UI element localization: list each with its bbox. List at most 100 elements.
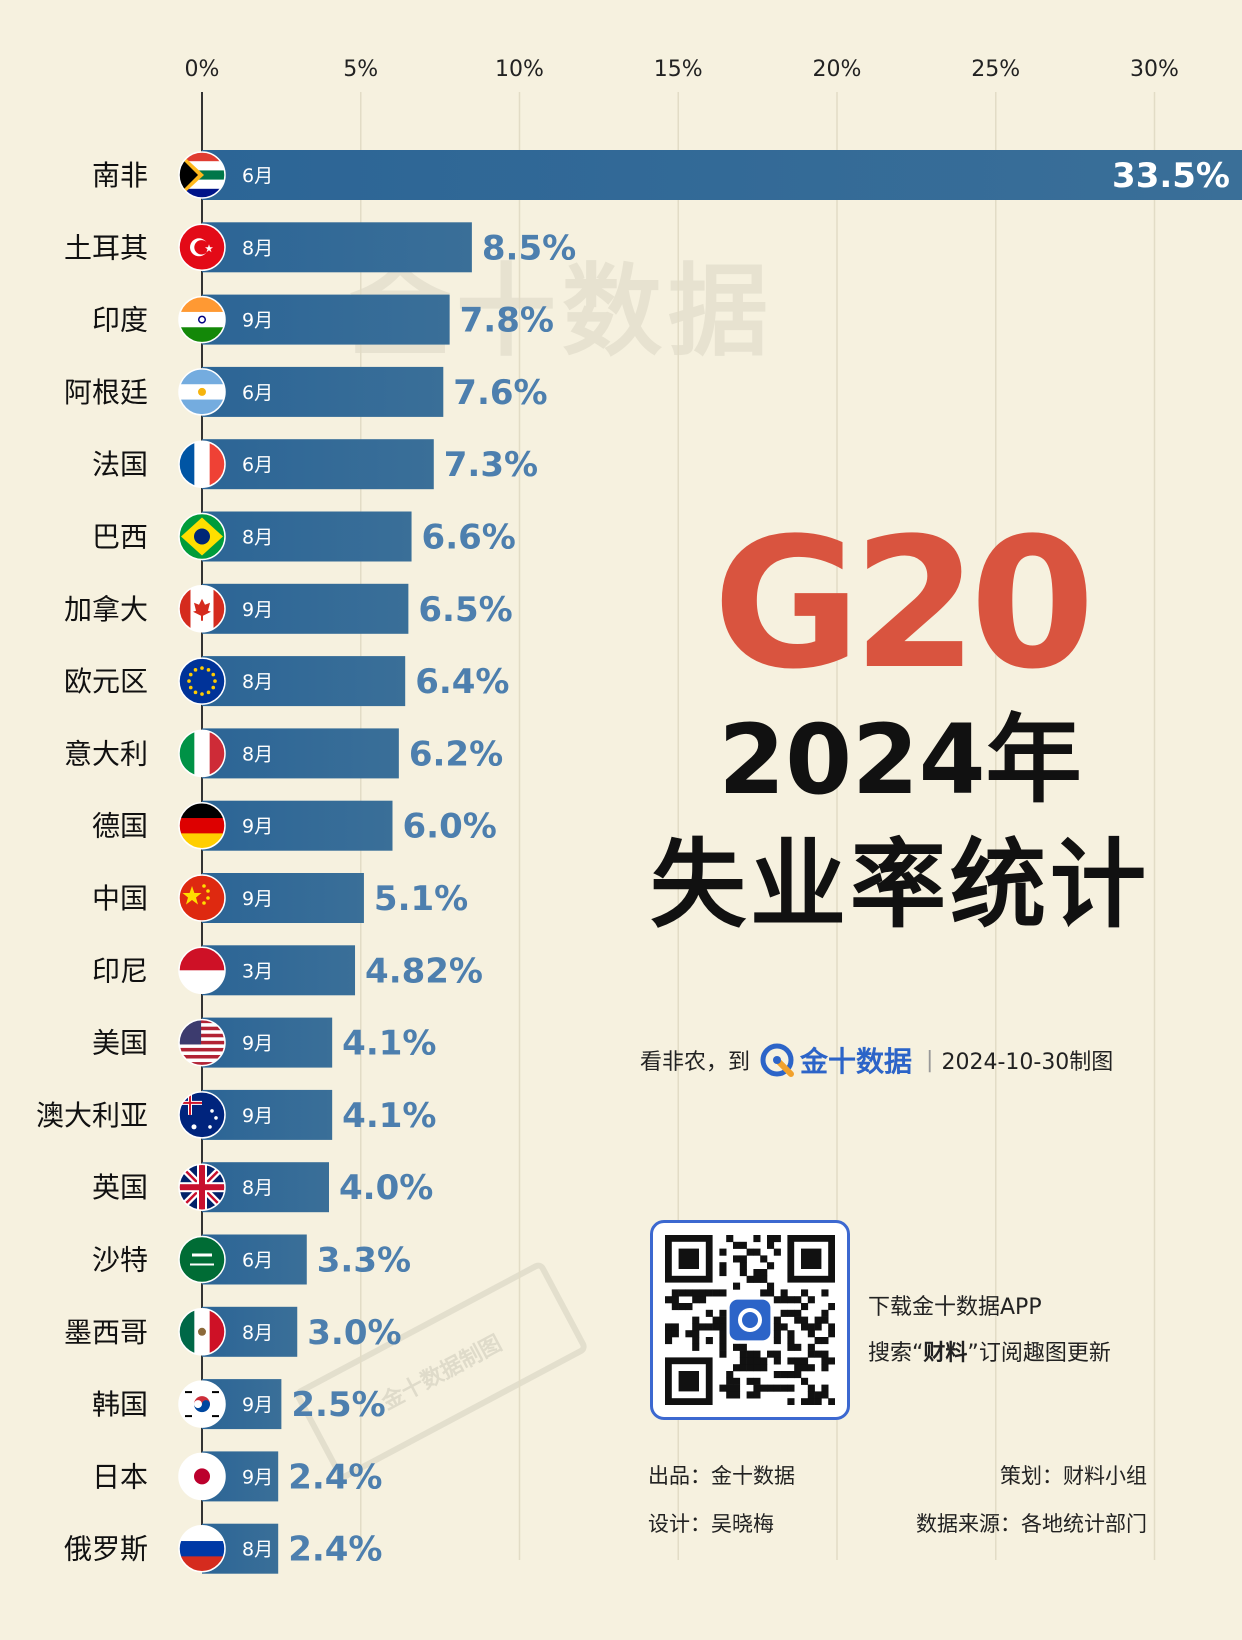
uk-flag-icon — [179, 1164, 225, 1211]
download-keyword: 财料 — [923, 1341, 968, 1366]
japan-flag-icon — [179, 1453, 225, 1500]
australia-flag-icon — [179, 1091, 225, 1138]
credit-producer: 出品：金十数据 — [648, 1464, 795, 1488]
bar-row: 3月 印尼 4.82% — [92, 945, 483, 996]
value-label: 6.4% — [415, 662, 509, 702]
value-label: 5.1% — [374, 879, 468, 919]
month-label: 8月 — [242, 743, 273, 765]
saudi-flag-icon — [179, 1236, 225, 1283]
value-label: 3.0% — [307, 1313, 401, 1353]
month-label: 9月 — [242, 1466, 273, 1488]
flag-outline — [178, 295, 226, 344]
download-line-2-post: ”订阅趣图更新 — [967, 1341, 1111, 1366]
flag-outline — [178, 1308, 226, 1356]
category-label: 澳大利亚 — [36, 1099, 148, 1132]
value-label: 7.8% — [460, 301, 554, 341]
china-flag-icon — [179, 875, 225, 921]
category-label: 日本 — [92, 1460, 148, 1493]
title-g20: G20 — [712, 500, 1095, 709]
category-label: 法国 — [92, 448, 148, 481]
south-africa-flag-icon — [179, 152, 225, 198]
month-label: 6月 — [242, 454, 273, 476]
tagline-date: 2024-10-30制图 — [941, 1050, 1114, 1075]
value-label: 6.6% — [422, 518, 516, 558]
month-label: 6月 — [242, 382, 273, 404]
month-label: 9月 — [242, 816, 273, 838]
bar-row: 6月 南非 33.5% — [92, 150, 1242, 200]
value-label: 3.3% — [317, 1241, 411, 1281]
category-label: 中国 — [92, 882, 148, 915]
eu-flag-icon — [179, 658, 225, 705]
value-label: 7.6% — [453, 373, 547, 413]
turkey-flag-icon — [179, 224, 225, 271]
value-label: 6.2% — [409, 734, 503, 774]
flag-outline — [178, 1018, 226, 1067]
bar-row: 8月 土耳其 8.5% — [64, 222, 576, 273]
category-label: 印尼 — [92, 954, 148, 987]
bar-row: 6月 法国 7.3% — [92, 439, 538, 490]
brazil-flag-icon — [179, 513, 225, 560]
month-label: 9月 — [242, 310, 273, 332]
tagline-separator: | — [926, 1047, 934, 1073]
tagline: 看非农，到 金十数据 | 2024-10-30制图 — [640, 1040, 1113, 1080]
x-tick-label: 15% — [654, 57, 703, 82]
month-label: 8月 — [242, 527, 273, 549]
month-label: 6月 — [242, 1250, 273, 1272]
category-label: 阿根廷 — [64, 376, 148, 409]
x-tick-label: 10% — [495, 57, 544, 82]
bar-row: 8月 欧元区 6.4% — [64, 656, 509, 707]
month-label: 8月 — [242, 237, 273, 259]
bar-row: 8月 意大利 6.2% — [64, 728, 503, 779]
category-label: 巴西 — [92, 521, 148, 554]
flag-outline — [178, 1524, 226, 1573]
bar — [202, 800, 393, 851]
category-label: 意大利 — [64, 737, 148, 770]
brand-logo-icon — [760, 1043, 795, 1077]
bar — [202, 366, 444, 417]
bar-row: 9月 加拿大 6.5% — [64, 583, 513, 634]
month-label: 9月 — [242, 599, 273, 621]
korea-flag-icon — [179, 1381, 225, 1428]
bar — [202, 150, 1242, 200]
bar — [202, 511, 412, 562]
download-line-1: 下载金十数据APP — [868, 1295, 1042, 1320]
bar-row: 9月 美国 4.1% — [92, 1017, 436, 1068]
flag-outline — [178, 512, 226, 561]
qr-code-icon — [665, 1235, 835, 1405]
category-label: 墨西哥 — [64, 1316, 148, 1349]
month-label: 8月 — [242, 671, 273, 693]
bar-row: 8月 英国 4.0% — [92, 1162, 433, 1213]
flag-outline — [178, 368, 226, 416]
month-label: 8月 — [242, 1322, 273, 1344]
bar-row: 9月 韩国 2.5% — [92, 1379, 386, 1430]
flag-outline — [178, 1091, 226, 1139]
download-text: 下载金十数据APP 搜索“财料”订阅趣图更新 — [868, 1285, 1111, 1377]
value-label: 4.1% — [342, 1024, 436, 1064]
month-label: 9月 — [242, 888, 273, 910]
flag-outline — [178, 729, 226, 778]
brand-logo[interactable]: 金十数据 — [760, 1040, 912, 1080]
category-label: 美国 — [92, 1027, 148, 1060]
title-year: 2024年 — [718, 704, 1082, 816]
bar — [202, 656, 406, 707]
flag-outline — [178, 657, 226, 705]
bar-row: 8月 俄罗斯 2.4% — [64, 1523, 382, 1574]
value-label: 8.5% — [482, 228, 576, 268]
value-label: 6.0% — [403, 807, 497, 847]
category-label: 印度 — [92, 304, 148, 337]
value-label: 4.1% — [342, 1096, 436, 1136]
category-label: 韩国 — [92, 1388, 148, 1421]
download-line-2: 搜索“财料”订阅趣图更新 — [868, 1331, 1111, 1377]
value-label: 6.5% — [418, 590, 512, 630]
bar — [202, 294, 450, 345]
qr-code[interactable] — [650, 1220, 850, 1420]
flag-outline — [178, 874, 226, 922]
x-tick-label: 25% — [971, 57, 1020, 82]
bar-row: 9月 日本 2.4% — [92, 1451, 382, 1502]
flag-outline — [178, 1163, 226, 1211]
month-label: 9月 — [242, 1394, 273, 1416]
x-tick-label: 0% — [185, 57, 220, 82]
month-label: 8月 — [242, 1177, 273, 1199]
month-label: 9月 — [242, 1105, 273, 1127]
